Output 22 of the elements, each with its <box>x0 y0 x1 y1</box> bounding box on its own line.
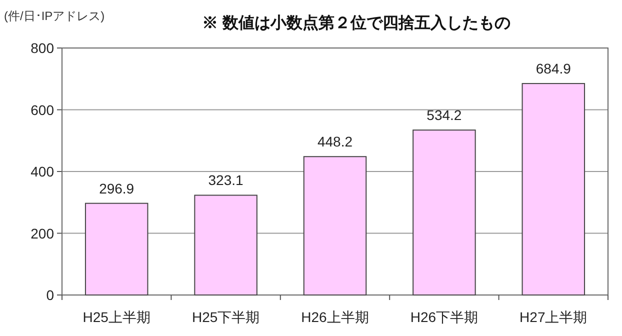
data-label: 534.2 <box>426 107 462 124</box>
bar <box>412 130 476 296</box>
data-label: 323.1 <box>208 172 244 188</box>
x-tick-label: H25下半期 <box>192 309 260 325</box>
bar <box>303 156 367 296</box>
text: ※ 数値は小数点第２位で四捨五入したもの <box>202 14 510 32</box>
x-tick-label: H26下半期 <box>410 309 478 325</box>
y-tick-label: 600 <box>30 102 54 118</box>
bar <box>194 194 258 296</box>
y-axis-title: (件/日･IPアドレス) <box>4 9 105 23</box>
data-label: 296.9 <box>99 180 134 196</box>
bar <box>84 202 148 296</box>
data-label: 684.9 <box>536 60 572 77</box>
data-label: 448.2 <box>317 134 353 150</box>
y-tick-label: 800 <box>30 40 54 56</box>
x-tick-label: H25上半期 <box>82 309 150 325</box>
y-tick-label: 200 <box>30 225 54 242</box>
y-tick-label: 0 <box>46 287 54 303</box>
x-tick-label: H27上半期 <box>520 309 588 325</box>
y-tick-label: 400 <box>30 164 54 180</box>
x-tick-label: H26上半期 <box>301 309 369 325</box>
bar <box>522 83 586 296</box>
